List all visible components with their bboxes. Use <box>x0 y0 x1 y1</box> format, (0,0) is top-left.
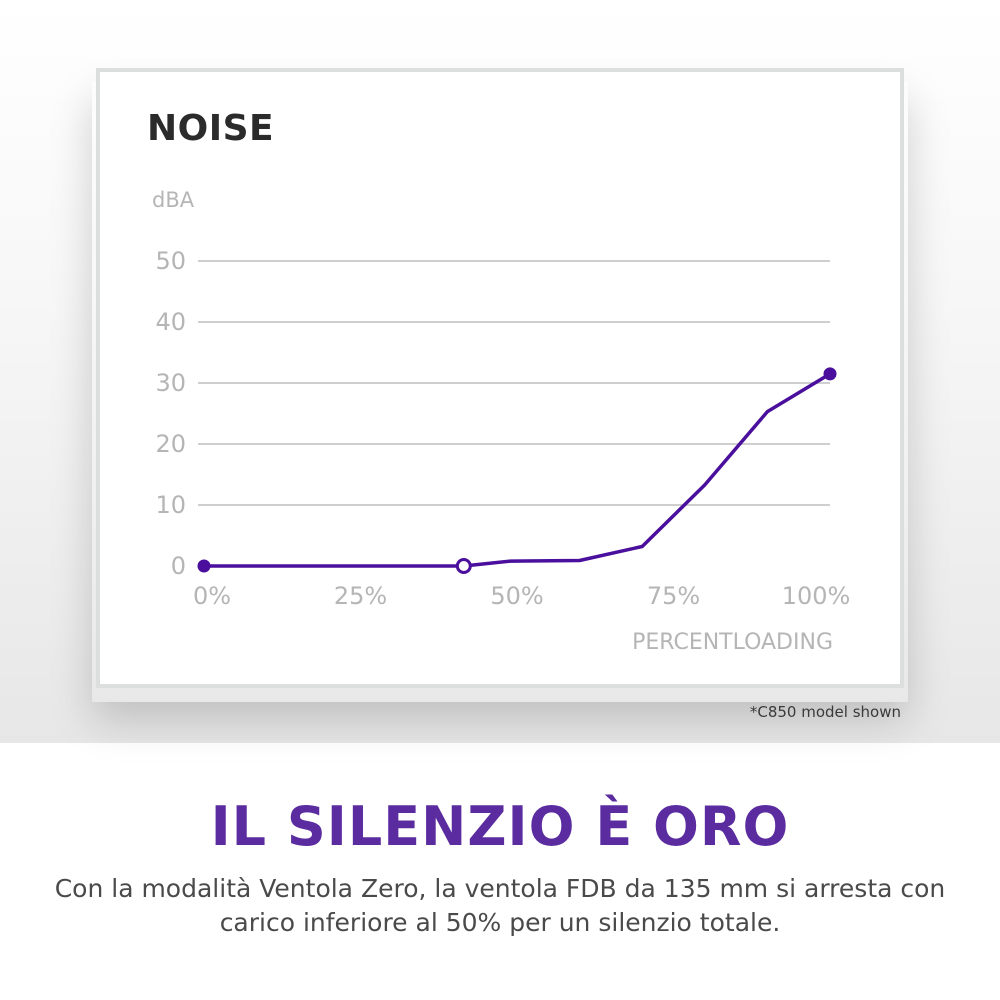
y-axis-label: dBA <box>152 188 195 212</box>
description-line-2: carico inferiore al 50% per un silenzio … <box>219 908 781 937</box>
filled-marker-7 <box>823 367 837 381</box>
description-line-1: Con la modalità Ventola Zero, la ventola… <box>54 874 946 903</box>
data-point-4 <box>641 545 644 548</box>
data-point-3 <box>578 559 581 562</box>
series-line-0 <box>202 372 832 568</box>
filled-marker-0 <box>197 559 211 573</box>
description: Con la modalità Ventola Zero, la ventola… <box>20 872 980 940</box>
x-tick-label-75: 75% <box>647 582 700 610</box>
y-tick-label-50: 50 <box>155 247 186 275</box>
headline: IL SILENZIO È ORO <box>210 795 790 858</box>
hollow-marker-1 <box>455 558 472 574</box>
x-axis-label: PERCENTLOADING <box>632 630 833 655</box>
chart-card <box>96 68 904 688</box>
y-tick-label-10: 10 <box>155 491 186 519</box>
chart-title: NOISE <box>147 108 275 149</box>
y-tick-label-20: 20 <box>155 430 186 458</box>
y-tick-label-40: 40 <box>155 308 186 336</box>
footnote: *C850 model shown <box>749 703 901 721</box>
x-tick-label-0: 0% <box>193 582 231 610</box>
data-point-5 <box>703 483 706 487</box>
x-tick-label-100: 100% <box>782 582 851 610</box>
y-tick-label-30: 30 <box>155 369 186 397</box>
y-tick-label-0: 0 <box>171 552 186 580</box>
data-point-6 <box>766 410 769 413</box>
data-point-2 <box>509 559 512 563</box>
x-tick-label-50: 50% <box>490 582 543 610</box>
x-tick-label-25: 25% <box>334 582 387 610</box>
